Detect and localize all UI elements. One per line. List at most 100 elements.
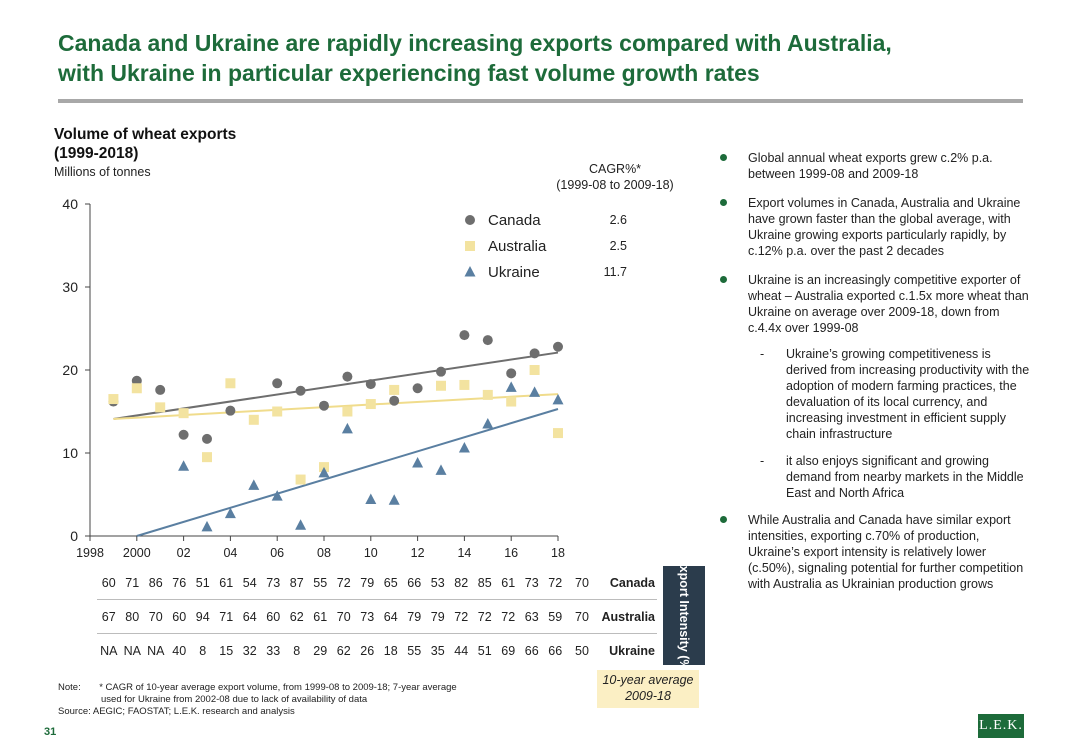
ei-cell: 26 xyxy=(360,643,375,658)
ei-cell: 61 xyxy=(219,575,234,590)
x-tick-label: 18 xyxy=(551,546,565,560)
ei-cell: 72 xyxy=(336,575,351,590)
x-tick-label: 14 xyxy=(457,546,471,560)
x-tick-label: 08 xyxy=(317,546,331,560)
x-tick-label: 04 xyxy=(223,546,237,560)
ei-cell: 79 xyxy=(360,575,375,590)
x-tick-label: 12 xyxy=(411,546,425,560)
note-line2: used for Ukraine from 2002-08 due to lac… xyxy=(101,694,368,705)
trend-line-ukraine xyxy=(136,408,559,537)
ten-year-average-label: 10-year average 2009-18 xyxy=(597,670,699,708)
legend-cagr-canada: 2.6 xyxy=(610,213,627,227)
ei-row-label: Canada xyxy=(609,575,655,590)
ei-cell: 64 xyxy=(238,599,262,634)
ei-cell: 53 xyxy=(430,575,445,590)
ei-cell: 8 xyxy=(293,643,301,658)
bullet-text: Ukraine is an increasingly competitive e… xyxy=(748,273,1029,335)
legend-marker-ukraine xyxy=(464,266,476,277)
ei-cell: 73 xyxy=(524,575,539,590)
ei-row-australia: 67 80 70 60 94 71 64 60 62 61 70 73 64 79 79 72 72 72 63 59… xyxy=(97,599,657,634)
point-ukraine xyxy=(318,466,330,478)
sub-bullet-text: it also enjoys significant and growing d… xyxy=(786,454,1024,500)
legend-marker-canada xyxy=(465,215,475,225)
ei-cell: 79 xyxy=(426,599,450,634)
bullet-item: Ukraine is an increasingly competitive e… xyxy=(720,272,1030,336)
point-canada xyxy=(178,429,189,440)
point-canada xyxy=(412,383,423,394)
ei-cell: 60 xyxy=(101,575,116,590)
ei-cell: 70 xyxy=(332,599,356,634)
chart-title: Volume of wheat exports (1999-2018) xyxy=(54,125,236,163)
ei-cell: 94 xyxy=(191,599,215,634)
x-tick-label: 1998 xyxy=(76,546,104,560)
ei-cell: 35 xyxy=(430,643,445,658)
legend-marker-australia xyxy=(465,241,475,251)
commentary-bullets: Global annual wheat exports grew c.2% p.… xyxy=(720,150,1030,602)
x-tick-label: 10 xyxy=(364,546,378,560)
avg-label-line2: 2009-18 xyxy=(625,689,671,703)
legend-label-canada: Canada xyxy=(488,212,541,229)
footnote: Note: * CAGR of 10-year average export v… xyxy=(58,682,457,718)
bullet-item: While Australia and Canada have similar … xyxy=(720,512,1030,592)
legend-label-ukraine: Ukraine xyxy=(488,264,540,281)
bullet-dot-icon xyxy=(720,154,727,161)
point-canada xyxy=(482,335,493,346)
avg-label-line1: 10-year average xyxy=(602,673,694,687)
ei-cell: 55 xyxy=(407,643,422,658)
ei-cell: 73 xyxy=(266,575,281,590)
ei-avg-cell: 70 xyxy=(567,599,595,634)
point-australia xyxy=(342,406,353,417)
sub-bullet-dash-icon: - xyxy=(760,454,765,468)
point-australia xyxy=(365,399,376,410)
point-australia xyxy=(202,452,212,463)
ei-cell: 62 xyxy=(336,643,351,658)
ei-cell: 86 xyxy=(148,575,163,590)
sub-bullet-text: Ukraine’s growing competitiveness is der… xyxy=(786,347,1030,441)
x-tick-label: 16 xyxy=(504,546,518,560)
bullet-dot-icon xyxy=(720,199,727,206)
bullet-text: While Australia and Canada have similar … xyxy=(748,513,1024,591)
bullet-text: Export volumes in Canada, Australia and … xyxy=(748,196,1021,258)
ei-avg-cell: 70 xyxy=(575,575,589,590)
legend-cagr-header: CAGR%* xyxy=(589,162,641,176)
point-ukraine xyxy=(271,490,283,501)
point-australia xyxy=(459,379,470,390)
page-number: 31 xyxy=(44,726,57,738)
point-ukraine xyxy=(505,381,517,392)
ei-cell: 69 xyxy=(501,643,516,658)
point-ukraine xyxy=(341,422,353,434)
point-australia xyxy=(131,383,142,394)
point-ukraine xyxy=(552,393,564,405)
ei-cell: 62 xyxy=(285,599,309,634)
ei-cell: 70 xyxy=(144,599,168,634)
y-tick-label: 40 xyxy=(62,196,78,212)
ei-cell: 60 xyxy=(261,599,285,634)
ei-cell: 72 xyxy=(473,599,497,634)
point-ukraine xyxy=(482,417,494,429)
bullet-dot-icon xyxy=(720,516,727,523)
ei-cell: 15 xyxy=(219,643,234,658)
ei-cell: 60 xyxy=(167,599,191,634)
point-australia xyxy=(389,384,400,395)
point-australia xyxy=(248,414,259,425)
ei-cell: NA xyxy=(123,643,141,658)
legend-cagr-australia: 2.5 xyxy=(610,239,627,253)
ei-cell: 51 xyxy=(477,643,492,658)
ei-cell: 54 xyxy=(242,575,257,590)
point-canada xyxy=(389,395,400,406)
point-australia xyxy=(272,406,283,417)
point-canada xyxy=(459,330,470,341)
ei-cell: 32 xyxy=(242,643,257,658)
point-canada xyxy=(319,400,329,411)
point-australia xyxy=(506,396,517,407)
ei-cell: 66 xyxy=(524,643,539,658)
point-canada xyxy=(342,371,353,382)
source-line: Source: AEGIC; FAOSTAT; L.E.K. research … xyxy=(58,706,295,717)
ei-cell: 71 xyxy=(125,575,140,590)
ei-cell: 40 xyxy=(172,643,187,658)
point-australia xyxy=(482,389,493,400)
point-ukraine xyxy=(295,519,307,530)
ei-cell: NA xyxy=(147,643,165,658)
ei-cell: NA xyxy=(100,643,118,658)
